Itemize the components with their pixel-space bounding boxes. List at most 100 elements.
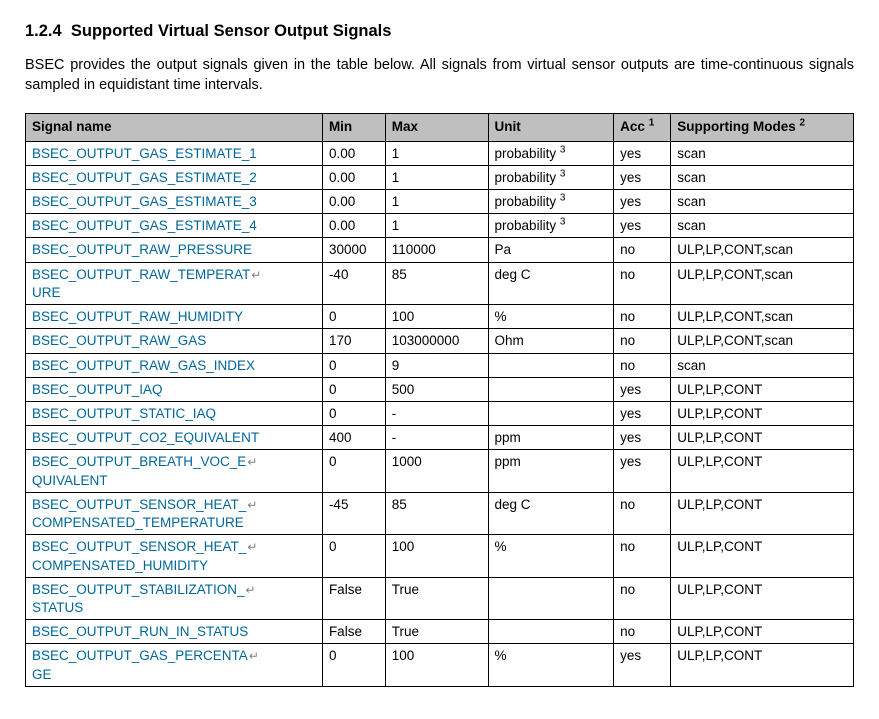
signal-name-fragment: BSEC_OUTPUT_GAS_PERCENTA [32,648,248,663]
table-header-label: Signal name [32,119,112,134]
cell-signal-name: BSEC_OUTPUT_RAW_HUMIDITY [26,305,323,329]
table-row: BSEC_OUTPUT_GAS_ESTIMATE_30.001probabili… [26,190,854,214]
cell-min: 30000 [322,238,385,262]
cell-max: True [385,620,488,644]
signal-name-fragment: BSEC_OUTPUT_RUN_IN_STATUS [32,624,248,639]
signal-name-fragment: BSEC_OUTPUT_GAS_ESTIMATE_3 [32,194,257,209]
cell-unit: % [488,644,614,686]
table-header-label: Min [329,119,352,134]
cell-signal-name: BSEC_OUTPUT_SENSOR_HEAT_↵ COMPENSATED_HUM… [26,535,323,577]
table-row: BSEC_OUTPUT_RAW_PRESSURE30000110000PanoU… [26,238,854,262]
footnote-ref: 2 [800,118,806,129]
cell-max: 100 [385,535,488,577]
cell-acc: no [614,238,671,262]
cell-acc: yes [614,141,671,165]
cell-modes: ULP,LP,CONT [671,402,854,426]
cell-max: 100 [385,305,488,329]
cell-modes: scan [671,353,854,377]
cell-min: 170 [322,329,385,353]
signal-name-fragment: BSEC_OUTPUT_RAW_TEMPERAT [32,267,250,282]
cell-acc: yes [614,190,671,214]
table-row: BSEC_OUTPUT_RAW_GAS_INDEX09noscan [26,353,854,377]
signal-name-fragment: BSEC_OUTPUT_RAW_PRESSURE [32,242,252,257]
signal-name-fragment: BSEC_OUTPUT_IAQ [32,382,163,397]
cell-min: 0 [322,377,385,401]
signal-name-fragment: BSEC_OUTPUT_RAW_GAS [32,333,206,348]
section-number: 1.2.4 [25,22,62,40]
table-header-label: Acc [620,119,645,134]
cell-max: 1 [385,141,488,165]
line-wrap-icon: ↵ [250,268,261,282]
cell-unit [488,377,614,401]
table-header-cell: Max [385,114,488,141]
cell-min: False [322,620,385,644]
table-row: BSEC_OUTPUT_BREATH_VOC_E↵QUIVALENT01000p… [26,450,854,492]
cell-acc: yes [614,377,671,401]
cell-signal-name: BSEC_OUTPUT_RAW_GAS [26,329,323,353]
table-header-cell: Signal name [26,114,323,141]
cell-signal-name: BSEC_OUTPUT_GAS_ESTIMATE_2 [26,165,323,189]
signal-name-fragment: COMPENSATED_HUMIDITY [32,558,208,573]
cell-signal-name: BSEC_OUTPUT_RAW_TEMPERAT↵ URE [26,262,323,304]
cell-unit: probability 3 [488,214,614,238]
cell-modes: ULP,LP,CONT [671,426,854,450]
cell-min: 0 [322,450,385,492]
cell-signal-name: BSEC_OUTPUT_RAW_GAS_INDEX [26,353,323,377]
cell-modes: ULP,LP,CONT,scan [671,262,854,304]
cell-modes: ULP,LP,CONT [671,377,854,401]
cell-acc: no [614,262,671,304]
line-wrap-icon: ↵ [246,498,257,512]
unit-text: probability [495,170,557,185]
table-header-label: Max [392,119,418,134]
cell-signal-name: BSEC_OUTPUT_STATIC_IAQ [26,402,323,426]
table-row: BSEC_OUTPUT_CO2_EQUIVALENT400-ppmyesULP,… [26,426,854,450]
footnote-ref: 3 [560,217,566,228]
cell-unit: ppm [488,450,614,492]
cell-unit: probability 3 [488,165,614,189]
unit-text: probability [495,218,557,233]
table-header-row: Signal nameMinMaxUnitAcc 1Supporting Mod… [26,114,854,141]
cell-signal-name: BSEC_OUTPUT_RAW_PRESSURE [26,238,323,262]
table-row: BSEC_OUTPUT_RAW_TEMPERAT↵URE-4085deg Cno… [26,262,854,304]
cell-signal-name: BSEC_OUTPUT_GAS_ESTIMATE_3 [26,190,323,214]
cell-unit [488,353,614,377]
cell-acc: yes [614,426,671,450]
table-row: BSEC_OUTPUT_SENSOR_HEAT_↵COMPENSATED_TEM… [26,492,854,534]
cell-acc: yes [614,214,671,238]
cell-max: 500 [385,377,488,401]
cell-acc: no [614,577,671,619]
cell-unit: Pa [488,238,614,262]
signal-name-fragment: BSEC_OUTPUT_SENSOR_HEAT_ [32,539,246,554]
cell-modes: ULP,LP,CONT,scan [671,305,854,329]
cell-signal-name: BSEC_OUTPUT_GAS_PERCENTA↵ GE [26,644,323,686]
line-wrap-icon: ↵ [246,455,257,469]
cell-max: - [385,426,488,450]
cell-max: 1 [385,214,488,238]
cell-modes: ULP,LP,CONT [671,450,854,492]
cell-min: 0 [322,305,385,329]
footnote-ref: 1 [649,118,655,129]
section-intro: BSEC provides the output signals given i… [25,56,854,95]
cell-max: 100 [385,644,488,686]
table-row: BSEC_OUTPUT_RAW_HUMIDITY0100%noULP,LP,CO… [26,305,854,329]
signal-name-fragment: GE [32,667,52,682]
unit-text: probability [495,146,557,161]
cell-min: False [322,577,385,619]
signal-name-fragment: URE [32,285,61,300]
table-header-cell: Supporting Modes 2 [671,114,854,141]
cell-modes: ULP,LP,CONT [671,535,854,577]
line-wrap-icon: ↵ [248,649,259,663]
signal-name-fragment: BSEC_OUTPUT_GAS_ESTIMATE_1 [32,146,257,161]
cell-signal-name: BSEC_OUTPUT_STABILIZATION_↵STATUS [26,577,323,619]
cell-max: True [385,577,488,619]
cell-min: 0 [322,644,385,686]
footnote-ref: 3 [560,144,566,155]
signals-table: Signal nameMinMaxUnitAcc 1Supporting Mod… [25,113,854,686]
table-header-cell: Min [322,114,385,141]
cell-signal-name: BSEC_OUTPUT_RUN_IN_STATUS [26,620,323,644]
cell-unit: deg C [488,492,614,534]
cell-modes: scan [671,141,854,165]
table-row: BSEC_OUTPUT_STABILIZATION_↵STATUSFalseTr… [26,577,854,619]
line-wrap-icon: ↵ [246,540,257,554]
table-header-label: Supporting Modes [677,119,796,134]
